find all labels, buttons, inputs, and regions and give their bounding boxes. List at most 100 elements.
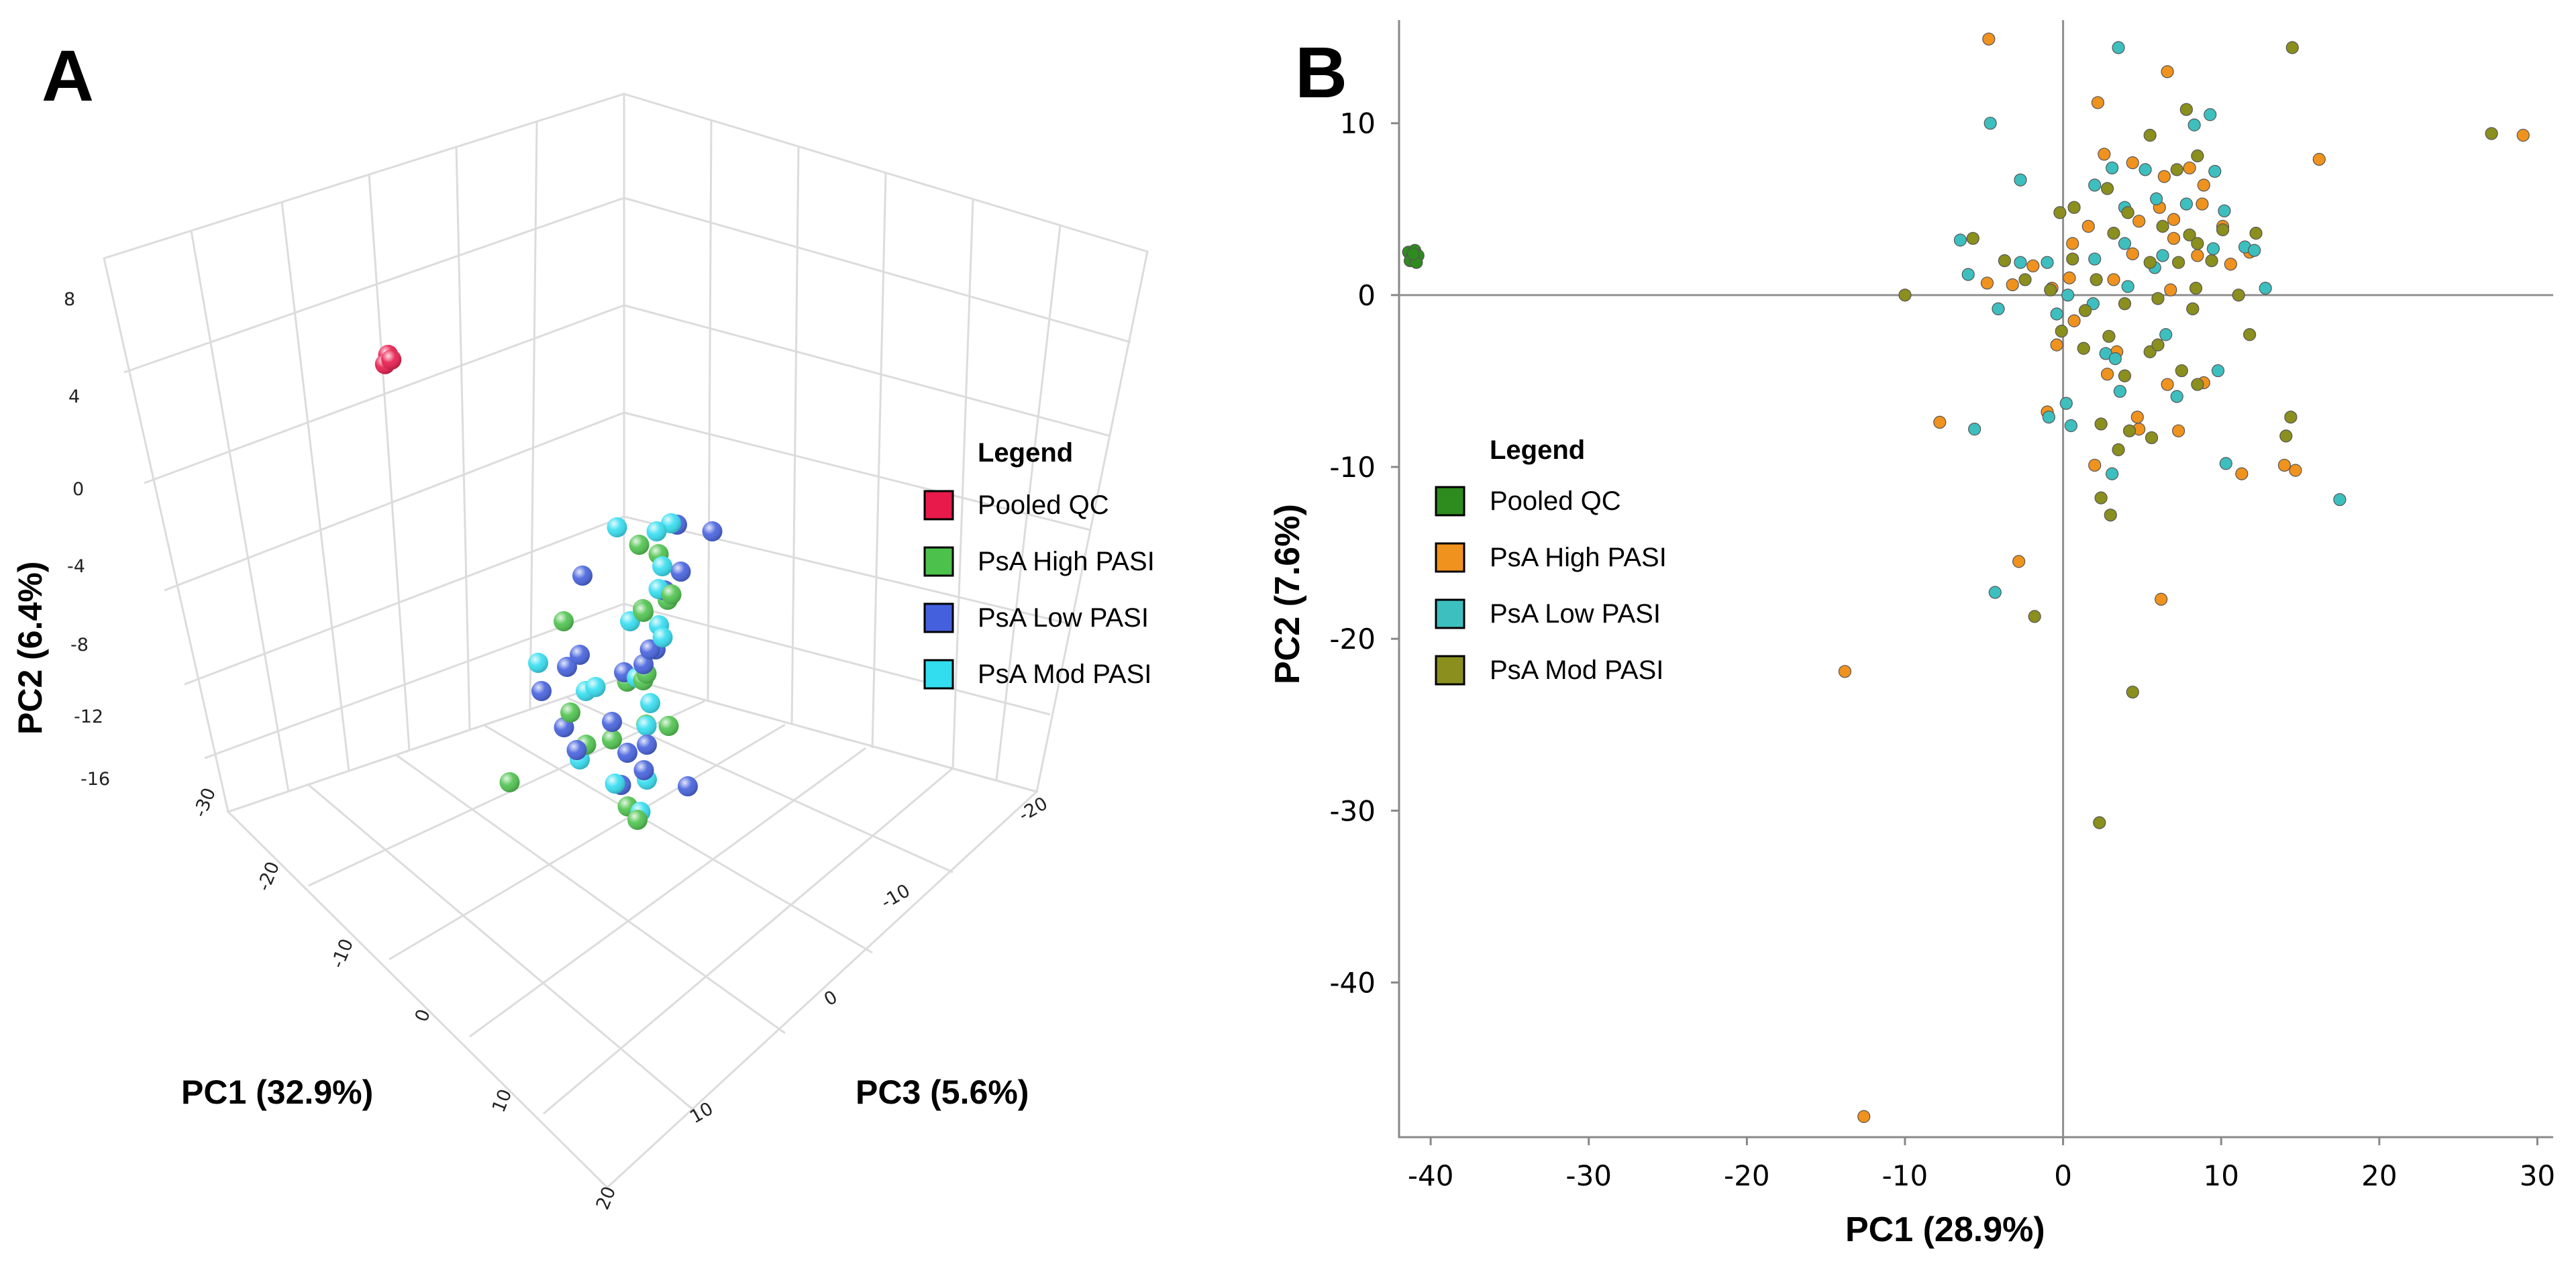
point-psa-high-pasi <box>2235 467 2249 480</box>
sphere-shade <box>670 562 691 582</box>
point-psa-low-pasi <box>1992 302 2005 315</box>
legend-swatch <box>1435 542 1465 573</box>
point-psa-low-pasi <box>531 681 552 701</box>
point-psa-high-pasi <box>661 584 682 604</box>
pc2-tick: 4 <box>68 386 80 407</box>
point-psa-high-pasi <box>1933 415 1947 429</box>
pc3-tick: 10 <box>686 1098 717 1128</box>
point-psa-low-pasi <box>557 657 577 677</box>
point-psa-mod-pasi <box>2279 429 2293 443</box>
legend-label: PsA Mod PASI <box>978 659 1151 689</box>
point-psa-mod-pasi <box>2145 431 2159 445</box>
point-psa-high-pasi <box>629 535 650 555</box>
pc3-tick: -10 <box>878 880 914 913</box>
point-psa-high-pasi <box>2012 555 2026 568</box>
x-tick-label: -20 <box>1724 1159 1770 1192</box>
point-psa-low-pasi <box>2106 467 2119 480</box>
point-psa-high-pasi <box>1857 1110 1871 1123</box>
point-psa-mod-pasi <box>2100 182 2114 195</box>
point-psa-mod-pasi <box>2104 509 2117 522</box>
point-psa-low-pasi <box>637 735 657 755</box>
point-psa-high-pasi <box>2063 271 2076 284</box>
sphere-shade <box>617 743 637 763</box>
point-psa-high-pasi <box>2100 368 2114 381</box>
point-psa-low-pasi <box>2118 237 2132 250</box>
point-psa-low-pasi <box>2333 493 2347 507</box>
legend-label: PsA High PASI <box>978 547 1155 576</box>
sphere-shade <box>531 681 552 701</box>
y-tick-label: -20 <box>1329 623 1376 655</box>
point-psa-low-pasi <box>2059 397 2073 410</box>
point-psa-low-pasi <box>2204 108 2217 121</box>
x-tick-label: 20 <box>2361 1159 2397 1192</box>
panel-b-legend-items: Pooled QC PsA High PASI PsA Low PASI PsA Mo… <box>1435 486 1667 686</box>
legend-label: PsA Low PASI <box>978 603 1149 633</box>
point-psa-high-pasi <box>2197 178 2210 192</box>
sphere-shade <box>605 774 625 794</box>
sphere-shade <box>627 810 648 830</box>
point-psa-mod-pasi <box>652 627 673 647</box>
sphere-shade <box>652 556 672 576</box>
point-psa-low-pasi <box>678 776 698 796</box>
point-psa-high-pasi <box>2191 249 2204 262</box>
sphere-shade <box>570 645 590 665</box>
point-psa-high-pasi <box>2224 258 2237 271</box>
point-psa-high-pasi <box>1838 665 1852 678</box>
x-tick-label: 0 <box>2054 1159 2072 1192</box>
point-psa-mod-pasi <box>2175 364 2188 378</box>
point-psa-low-pasi <box>1953 233 1967 247</box>
point-psa-mod-pasi <box>2205 254 2218 268</box>
point-psa-mod-pasi <box>2077 341 2090 355</box>
legend-swatch <box>923 602 954 633</box>
point-psa-mod-pasi <box>2094 491 2108 505</box>
point-psa-mod-pasi <box>2285 41 2299 54</box>
sphere-shade <box>658 716 679 736</box>
point-psa-low-pasi <box>670 562 691 582</box>
point-psa-high-pasi <box>2126 156 2139 170</box>
panel-b-legend-title: Legend <box>1490 435 1585 465</box>
point-psa-high-pasi <box>2067 314 2081 327</box>
point-psa-mod-pasi <box>2121 206 2134 219</box>
point-psa-low-pasi <box>2014 256 2027 269</box>
point-psa-low-pasi <box>1961 268 1975 281</box>
point-psa-mod-pasi <box>585 677 606 697</box>
point-psa-high-pasi <box>2006 278 2019 292</box>
point-psa-high-pasi <box>2312 152 2326 166</box>
sphere-shade <box>637 735 657 755</box>
sphere-shade <box>702 521 723 541</box>
panel-a-pc2-ticks: 8 4 0 -4 -8 -12 -16 <box>64 289 110 790</box>
panel-b-legend: Legend Pooled QC PsA High PASI PsA Low PAS… <box>1435 435 1667 686</box>
panel-a: A 8 4 0 -4 -8 -12 - <box>11 35 1155 1213</box>
grid-floor <box>226 676 1039 1190</box>
y-tick-label: 0 <box>1357 279 1376 312</box>
sphere-shade <box>646 521 667 541</box>
point-psa-high-pasi <box>602 729 622 749</box>
sphere-shade <box>633 760 654 780</box>
point-psa-mod-pasi <box>2485 127 2498 140</box>
point-psa-high-pasi <box>2167 231 2181 245</box>
panel-a-pc3-title: PC3 (5.6%) <box>856 1073 1029 1111</box>
legend-swatch <box>1435 486 1465 517</box>
point-psa-low-pasi <box>566 740 587 760</box>
sphere-shade <box>602 729 622 749</box>
point-psa-mod-pasi <box>2183 228 2196 242</box>
point-psa-high-pasi <box>1982 32 1996 46</box>
point-psa-low-pasi <box>639 639 660 659</box>
point-psa-mod-pasi <box>2249 227 2263 240</box>
point-psa-low-pasi <box>572 566 593 586</box>
panel-a-pc1-ticks: -30 -20 -10 0 10 20 <box>190 785 621 1213</box>
sphere-shade <box>661 584 682 604</box>
sphere-shade <box>629 535 650 555</box>
point-psa-high-pasi <box>2098 148 2111 161</box>
grid-right-verticals <box>707 120 1062 781</box>
point-psa-low-pasi <box>1968 423 1981 436</box>
sphere-shade <box>566 740 587 760</box>
legend-label: PsA Low PASI <box>1490 599 1661 629</box>
pc1-tick: -30 <box>190 785 220 821</box>
point-psa-low-pasi <box>2187 118 2201 131</box>
point-psa-mod-pasi <box>2018 273 2032 286</box>
sphere-shade <box>678 776 698 796</box>
point-psa-mod-pasi <box>2118 297 2132 311</box>
sphere-shade <box>499 772 520 792</box>
pc2-tick: -16 <box>81 769 110 790</box>
